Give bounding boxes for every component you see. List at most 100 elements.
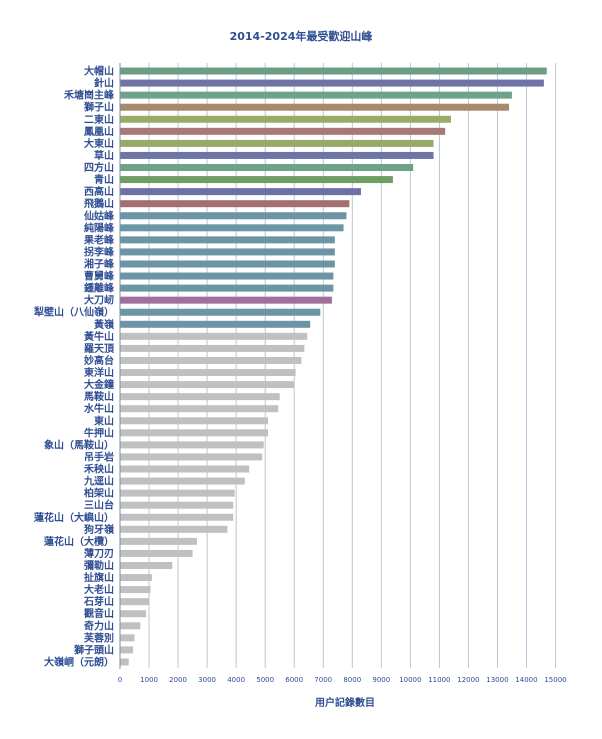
category-label: 西高山 [84,185,114,198]
category-label: 蓮花山（大嶼山） [34,511,114,524]
category-label: 東山 [94,414,114,427]
bar [120,332,308,340]
category-label: 二東山 [84,113,114,126]
bar [120,586,151,594]
x-tick-label: 3000 [198,676,216,684]
bar [120,188,361,196]
category-label: 獅子頭山 [73,643,114,656]
category-label: 純陽峰 [84,221,115,234]
category-label: 湘子峰 [84,257,115,270]
category-label: 大嶺峒（元朗） [44,655,114,668]
bar [120,308,321,316]
category-label: 扯旗山 [84,571,114,584]
x-tick-label: 5000 [256,676,274,684]
bar [120,164,414,172]
category-label: 妙高台 [84,354,114,367]
x-tick-label: 0 [118,676,122,684]
x-tick-label: 12000 [457,676,479,684]
bar [120,151,434,159]
chart-title: 2014-2024年最受歡迎山峰 [230,29,374,43]
category-label: 彌勒山 [84,559,114,572]
bar [120,103,510,111]
category-label: 仙姑峰 [84,209,115,222]
category-label: 羅天頂 [84,343,115,355]
bar [120,224,344,232]
category-label: 大東山 [84,137,114,150]
bar [120,320,311,328]
bar [120,296,332,304]
bar [120,127,446,135]
category-label: 禾秧山 [84,463,114,476]
bar [120,453,263,461]
category-label: 飛鵝山 [83,197,114,210]
category-label: 獅子山 [83,101,114,114]
category-label: 禾塘崗主峰 [64,89,115,102]
x-tick-label: 13000 [486,676,508,684]
category-label: 針山 [94,77,114,90]
category-label: 奇力山 [84,619,114,632]
x-tick-label: 10000 [399,676,421,684]
bar [120,79,544,87]
category-label: 水牛山 [83,402,114,415]
bar [120,501,234,509]
bar [120,176,393,184]
bar [120,610,147,618]
bar [120,417,269,425]
x-tick-label: 6000 [285,676,303,684]
grid-layer [119,63,556,668]
bar [120,67,547,75]
x-tick-label: 7000 [314,676,332,684]
category-label: 鍾離峰 [84,282,115,295]
category-label: 大老山 [84,583,114,596]
category-label: 芙蓉別 [83,631,114,644]
bar [120,658,129,666]
category-label: 象山（馬鞍山） [44,438,114,451]
bar [120,236,335,244]
x-tick-label: 9000 [372,676,390,684]
bar [120,260,335,268]
category-label: 蓮花山（大欖） [44,535,114,548]
bar [120,369,296,377]
bar [120,429,269,437]
bar [120,465,250,473]
category-label: 石芽山 [83,595,114,608]
x-tick-label: 4000 [227,676,245,684]
bar [120,200,350,208]
bar [120,115,451,123]
bar [120,356,302,364]
bar [120,646,134,654]
category-label: 鳳凰山 [84,125,114,138]
x-tick-label: 11000 [428,676,450,684]
bar [120,537,197,545]
bar [120,561,173,569]
category-label: 四方山 [84,161,114,174]
category-label: 大帽山 [84,65,114,78]
x-tick-label: 1000 [140,676,158,684]
category-label: 草山 [94,149,114,162]
category-label: 東洋山 [84,366,114,379]
category-label: 青山 [94,173,114,186]
bar [120,441,264,449]
category-label: 犁壁山（八仙嶺） [34,306,114,319]
bar [120,598,150,606]
category-label: 黃牛山 [84,330,114,343]
category-label: 果老峰 [83,233,115,246]
bar [120,381,295,389]
category-label: 三山台 [84,499,114,512]
category-label: 大刀屻 [84,294,114,307]
bar [120,477,245,485]
bar [120,212,347,220]
bar [120,393,280,401]
category-label: 九逕山 [83,475,114,488]
x-axis-label: 用户記錄數目 [314,696,375,709]
category-label: 狗牙嶺 [84,523,115,536]
category-label: 大金鐘 [84,378,114,391]
bar [120,622,141,630]
bar [120,91,512,99]
category-label: 吊手岩 [84,450,114,463]
category-label: 柏架山 [84,487,114,500]
x-tick-label: 8000 [343,676,361,684]
bar [120,525,228,533]
